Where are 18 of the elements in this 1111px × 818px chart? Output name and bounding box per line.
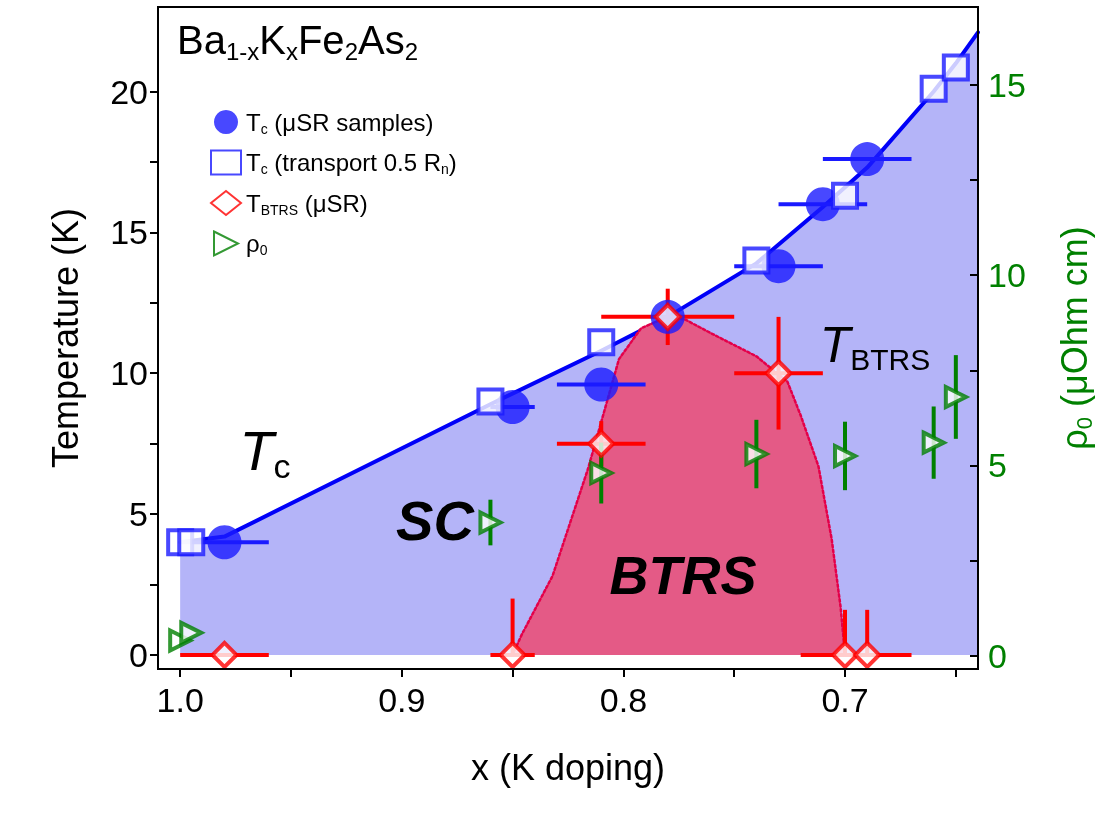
y2-tick-label: 15 xyxy=(988,65,1026,104)
y2-tick-label: 5 xyxy=(988,446,1007,485)
y-tick-label: 20 xyxy=(110,72,148,111)
x-tick-label: 1.0 xyxy=(156,681,204,719)
y-tick-label: 10 xyxy=(110,354,148,393)
y2-axis-title: ρ0 (μOhm cm) xyxy=(1053,226,1097,450)
y2-tick-label: 10 xyxy=(988,256,1026,295)
y-tick-label: 15 xyxy=(110,213,148,252)
y-axis-title: Temperature (K) xyxy=(44,207,86,469)
x-tick-label: 0.7 xyxy=(821,681,869,719)
y-tick-label: 0 xyxy=(129,635,148,674)
x-axis-title: x (K doping) xyxy=(470,746,666,788)
annotation: SC xyxy=(396,488,476,552)
y-tick-label: 5 xyxy=(129,495,148,534)
annotation: BTRS xyxy=(609,545,757,605)
x-tick-label: 0.9 xyxy=(378,681,426,719)
y2-tick-label: 0 xyxy=(988,636,1007,675)
x-tick-label: 0.8 xyxy=(599,681,648,719)
